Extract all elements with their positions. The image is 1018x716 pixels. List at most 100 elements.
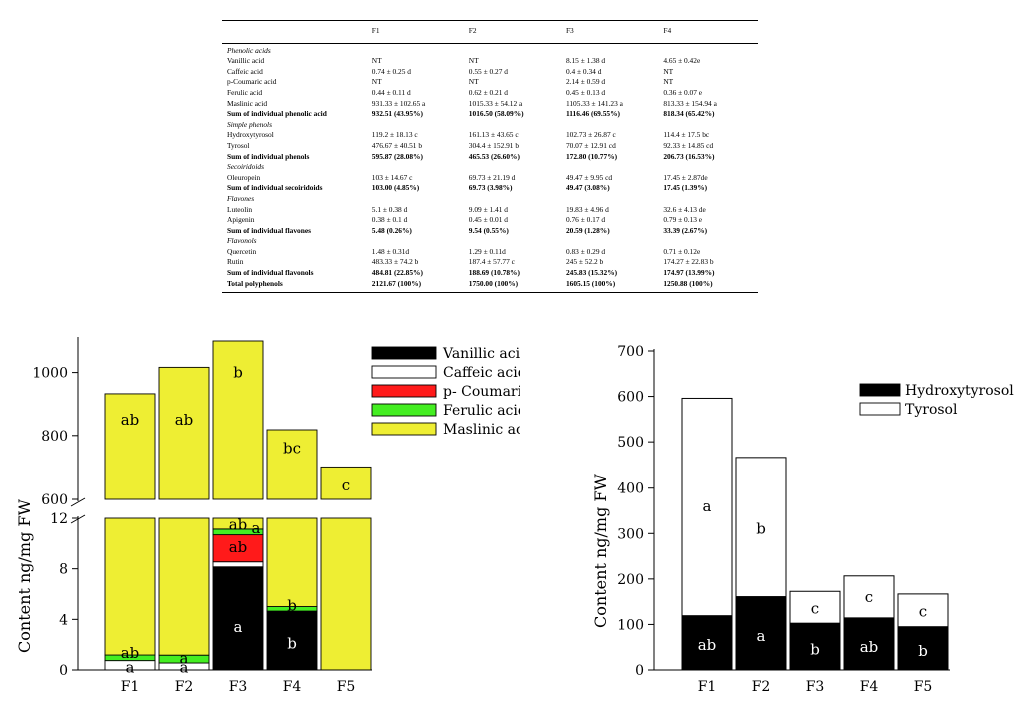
table-cell: [561, 43, 658, 56]
y-tick-label: 600: [41, 492, 68, 508]
table-cell: 49.47 ± 9.95 cd: [565, 172, 613, 182]
table-cell: Simple phenols: [227, 119, 272, 129]
bar-segment: [735, 596, 787, 671]
table-cell: Hydroxytyrosol: [227, 130, 274, 140]
table-cell: 103.00 (4.85%): [371, 183, 420, 193]
table-cell: [464, 236, 561, 247]
x-tick-label: F1: [698, 679, 717, 695]
table-header-cell: F3: [560, 20, 659, 44]
table-cell: 813.33 ± 154.94 a: [663, 98, 717, 108]
table-cell: [464, 194, 561, 205]
significance-letter: ab: [698, 636, 717, 654]
table-cell: 0.4 ± 0.34 d: [565, 66, 602, 76]
table-cell: 0.74 ± 0.25 d: [371, 66, 411, 76]
table-cell: 32.6 ± 4.13 de: [663, 204, 706, 214]
table-cell: Flavonols: [227, 236, 257, 246]
table-cell: 20.59 (1.28%): [565, 225, 610, 235]
table-cell: [658, 236, 758, 247]
bar-segment-lower: [104, 517, 156, 656]
table-cell: 17.45 ± 2.87de: [663, 172, 708, 182]
table-cell: 174.27 ± 22.83 b: [663, 257, 714, 267]
table-cell: NT: [663, 66, 674, 76]
significance-letter: b: [918, 642, 928, 660]
table-cell: 161.13 ± 43.65 c: [468, 130, 519, 140]
table-section-row: Simple phenols: [222, 120, 758, 131]
bar-segment-lower: [212, 517, 264, 530]
table-section-row: Flavones: [222, 194, 758, 205]
table-sum-row: Sum of individual flavonols 484.81 (22.85…: [222, 268, 758, 279]
table-cell: [658, 120, 758, 131]
significance-letter: a: [757, 627, 766, 645]
legend-swatch: [371, 346, 437, 360]
x-tick-label: F3: [806, 679, 825, 695]
table-cell: 932.51 (43.95%): [371, 109, 423, 119]
table-row: Luteolin 5.1 ± 0.38 d 9.09 ± 1.41 d 19.83 ±…: [222, 205, 758, 216]
table-cell: [367, 236, 464, 247]
table-cell: 92.33 ± 14.85 cd: [663, 140, 714, 150]
legend-swatch: [371, 403, 437, 417]
table-cell: 206.73 (16.53%): [663, 151, 715, 161]
table-cell: 33.39 (2.67%): [663, 225, 708, 235]
significance-letter: ab: [229, 515, 248, 533]
table-cell: Luteolin: [227, 204, 253, 214]
table-cell: Flavones: [227, 193, 255, 203]
table-cell: [367, 43, 464, 56]
table-header-cell: F4: [658, 20, 758, 44]
bar-segment-upper: [158, 366, 210, 500]
significance-letter: b: [287, 596, 297, 614]
y-axis-label: Content ng/mg FW: [15, 499, 34, 653]
y-tick-label: 800: [41, 429, 68, 445]
table-cell: 174.97 (13.99%): [663, 268, 715, 278]
significance-letter: ab: [121, 411, 140, 429]
bar-segment-upper: [320, 466, 372, 500]
table-row: Caffeic acid 0.74 ± 0.25 d 0.55 ± 0.27 d 0.…: [222, 67, 758, 78]
table-header-row: F1 F2 F3 F4: [222, 20, 758, 44]
table-cell: 245.83 (15.32%): [565, 268, 618, 278]
legend-label: Maslinic acid: [443, 422, 520, 438]
table-cell: 483.33 ± 74.2 b: [371, 257, 419, 267]
table-cell: 2121.67 (100%): [366, 278, 464, 294]
legend-label: Hydroxytyrosol: [905, 383, 1014, 399]
table-cell: 0.45 ± 0.13 d: [565, 87, 606, 97]
significance-letter: a: [180, 650, 189, 668]
significance-letter: ab: [175, 411, 194, 429]
y-tick-label: 500: [617, 435, 644, 451]
significance-letter: c: [919, 603, 927, 621]
table-cell: 1.48 ± 0.31d: [371, 246, 410, 256]
table-cell: Secoiridoids: [227, 162, 264, 172]
y-tick-label: 400: [617, 481, 644, 497]
significance-letter: c: [342, 476, 350, 494]
table-cell: 1016.50 (58.09%): [468, 109, 524, 119]
y-tick-label: 0: [59, 663, 68, 679]
significance-letter: b: [287, 634, 297, 652]
table-row: Tyrosol 476.67 ± 40.51 b 304.4 ± 152.91 b 7…: [222, 141, 758, 152]
phenolic-acids-chart: F1 F2 F3 F4 F5 0 4 8 12 600 800 1000 Content ng/mg F…: [15, 337, 520, 695]
table-section-row: Secoiridoids: [222, 162, 758, 173]
table-cell: 172.80 (10.77%): [565, 151, 618, 161]
table-cell: NT: [468, 77, 479, 87]
y-tick-label: 0: [635, 663, 644, 679]
bar-segment-upper: [104, 393, 156, 500]
table-cell: 1750.00 (100%): [463, 278, 561, 294]
table-row: Quercetin 1.48 ± 0.31d 1.29 ± 0.11d 0.83 ± …: [222, 247, 758, 258]
table-cell: Maslinic acid: [227, 98, 268, 108]
y-tick-label: 100: [617, 617, 644, 633]
bar-segment: [681, 397, 733, 617]
table-cell: 1.29 ± 0.11d: [468, 246, 506, 256]
table-sum-row: Sum of individual flavones 5.48 (0.26%) 9.…: [222, 226, 758, 237]
table-sum-row: Sum of individual phenolic acid 932.51 (4…: [222, 109, 758, 120]
significance-letter: b: [233, 364, 243, 382]
significance-letter: b: [810, 640, 820, 658]
significance-letter: a: [126, 659, 135, 677]
table-cell: Sum of individual phenols: [227, 151, 310, 161]
table-cell: [367, 194, 464, 205]
table-cell: 0.62 ± 0.21 d: [468, 87, 508, 97]
table-sum-row: Sum of individual secoiridoids 103.00 (4.…: [222, 183, 758, 194]
table-header-cell: [222, 20, 367, 44]
table-cell: 484.81 (22.85%): [371, 268, 423, 278]
legend-label: p- Coumaric acid: [443, 384, 520, 400]
table-cell: 103 ± 14.67 c: [371, 172, 413, 182]
bar-segment-upper: [212, 340, 264, 500]
table-cell: Ferulic acid: [227, 87, 263, 97]
table-cell: Tyrosol: [227, 140, 250, 150]
